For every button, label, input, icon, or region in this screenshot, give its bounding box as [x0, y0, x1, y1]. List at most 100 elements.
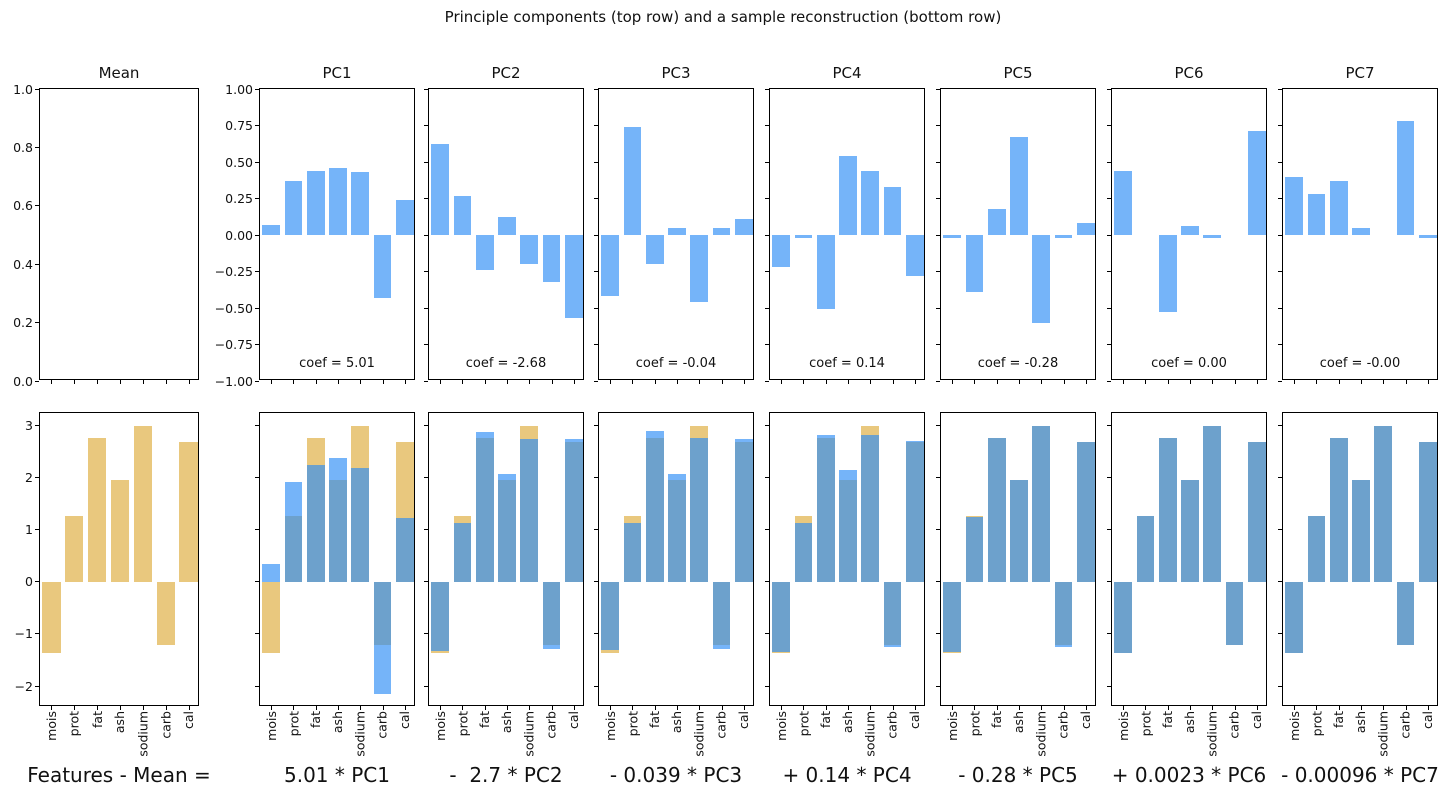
x-tick [781, 380, 783, 384]
x-tick-label-prot: prot [454, 711, 470, 737]
loading-bar-sodium [861, 170, 880, 235]
recon-bar-carb [1054, 581, 1073, 647]
y-tick [594, 380, 598, 382]
x-tick [892, 380, 894, 384]
x-tick-label-prot: prot [285, 711, 301, 737]
y-tick [1107, 161, 1111, 163]
y-tick [594, 424, 598, 426]
x-tick-label-prot: prot [795, 711, 811, 737]
x-tick [1145, 380, 1147, 384]
recon-bar-cal [1247, 441, 1266, 582]
y-tick [1278, 380, 1282, 382]
x-tick [551, 380, 553, 384]
target-bar-fat [88, 438, 107, 582]
recon-bar-prot [794, 522, 813, 582]
loading-bar-sodium [1203, 235, 1222, 238]
x-tick-label-mois: mois [773, 711, 789, 741]
y-tick [936, 161, 940, 163]
x-tick [1405, 380, 1407, 384]
recon-bar-sodium [351, 467, 370, 582]
x-tick [1383, 380, 1385, 384]
x-tick [551, 706, 553, 710]
recon-bar-fat [475, 431, 494, 582]
recon-bar-sodium [1203, 426, 1222, 582]
y-tick [936, 633, 940, 635]
x-tick [1427, 706, 1429, 710]
y-tick [1278, 344, 1282, 345]
x-tick [529, 706, 531, 710]
x-tick [188, 706, 190, 710]
loading-bar-sodium [351, 172, 370, 235]
x-tick [360, 706, 362, 710]
y-tick [594, 125, 598, 126]
y-tick [594, 581, 598, 583]
y-tick-label: 1.00 [225, 81, 253, 97]
formula-term-7: - 0.00096 * PC7 [1281, 763, 1439, 787]
x-tick [677, 380, 678, 384]
x-tick-label-mois: mois [43, 711, 59, 741]
y-tick [765, 380, 769, 382]
loading-bar-cal [395, 199, 414, 235]
x-tick [803, 380, 805, 384]
x-tick-label-sodium: sodium [1033, 711, 1049, 757]
formula-term-0: Features - Mean = [27, 763, 211, 787]
y-tick-label: 1.0 [13, 81, 33, 97]
x-tick [781, 706, 783, 710]
x-tick [573, 380, 575, 384]
panel-title-pc4: PC4 [832, 64, 862, 82]
y-tick [424, 88, 428, 90]
x-tick [142, 706, 144, 710]
x-tick-label-cal: cal [1420, 711, 1436, 730]
x-tick [271, 380, 273, 384]
loading-bar-cal [905, 235, 924, 276]
x-tick-label-cal: cal [1078, 711, 1094, 730]
x-tick-label-cal: cal [397, 711, 413, 730]
x-tick [825, 380, 827, 384]
x-tick [996, 380, 998, 384]
top-panel-pc7: PC7 coef = -0.00 [1278, 64, 1438, 384]
top-panel-pc6: PC6 coef = 0.00 [1107, 64, 1267, 384]
loading-bar-fat [306, 170, 325, 235]
y-tick [35, 146, 39, 148]
x-tick [315, 706, 317, 710]
x-tick-label-sodium: sodium [862, 711, 878, 757]
x-tick [654, 380, 656, 384]
panel-title-mean: Mean [98, 64, 140, 82]
y-tick [1107, 476, 1111, 478]
x-tick [1338, 706, 1340, 710]
x-tick-label-carb: carb [1398, 711, 1414, 739]
x-tick [1256, 706, 1258, 710]
y-tick [1278, 424, 1282, 426]
y-tick [936, 581, 940, 583]
y-tick [424, 633, 428, 635]
target-bar-sodium [133, 426, 152, 582]
y-tick [1278, 685, 1282, 687]
y-tick [936, 685, 940, 687]
loading-bar-cal [1418, 235, 1437, 238]
x-tick-label-prot: prot [66, 711, 82, 737]
x-tick [1234, 380, 1236, 384]
y-tick-label: 1 [25, 521, 33, 537]
recon-bar-fat [987, 438, 1006, 582]
x-tick [404, 380, 406, 384]
x-tick-label-prot: prot [1137, 711, 1153, 737]
x-tick [1085, 380, 1087, 384]
x-tick [382, 706, 384, 710]
y-tick [1107, 88, 1111, 90]
bottom-panel-pc1: mois prot fat ash sodium carb cal [255, 412, 415, 757]
y-tick-label: 0.0 [13, 373, 33, 389]
y-tick [255, 685, 259, 687]
x-tick [293, 380, 295, 384]
x-tick [142, 380, 144, 384]
loading-bar-prot [284, 180, 303, 235]
y-tick [765, 528, 769, 530]
target-bar-carb [156, 581, 175, 646]
x-tick [1316, 706, 1318, 710]
x-tick-label-prot: prot [966, 711, 982, 737]
top-panel-pc5: PC5 coef = -0.28 [936, 64, 1096, 384]
recon-bar-fat [1158, 438, 1177, 582]
x-tick [573, 706, 575, 710]
x-tick [952, 380, 954, 384]
y-tick [1107, 344, 1111, 345]
loading-bar-ash [1352, 227, 1370, 235]
